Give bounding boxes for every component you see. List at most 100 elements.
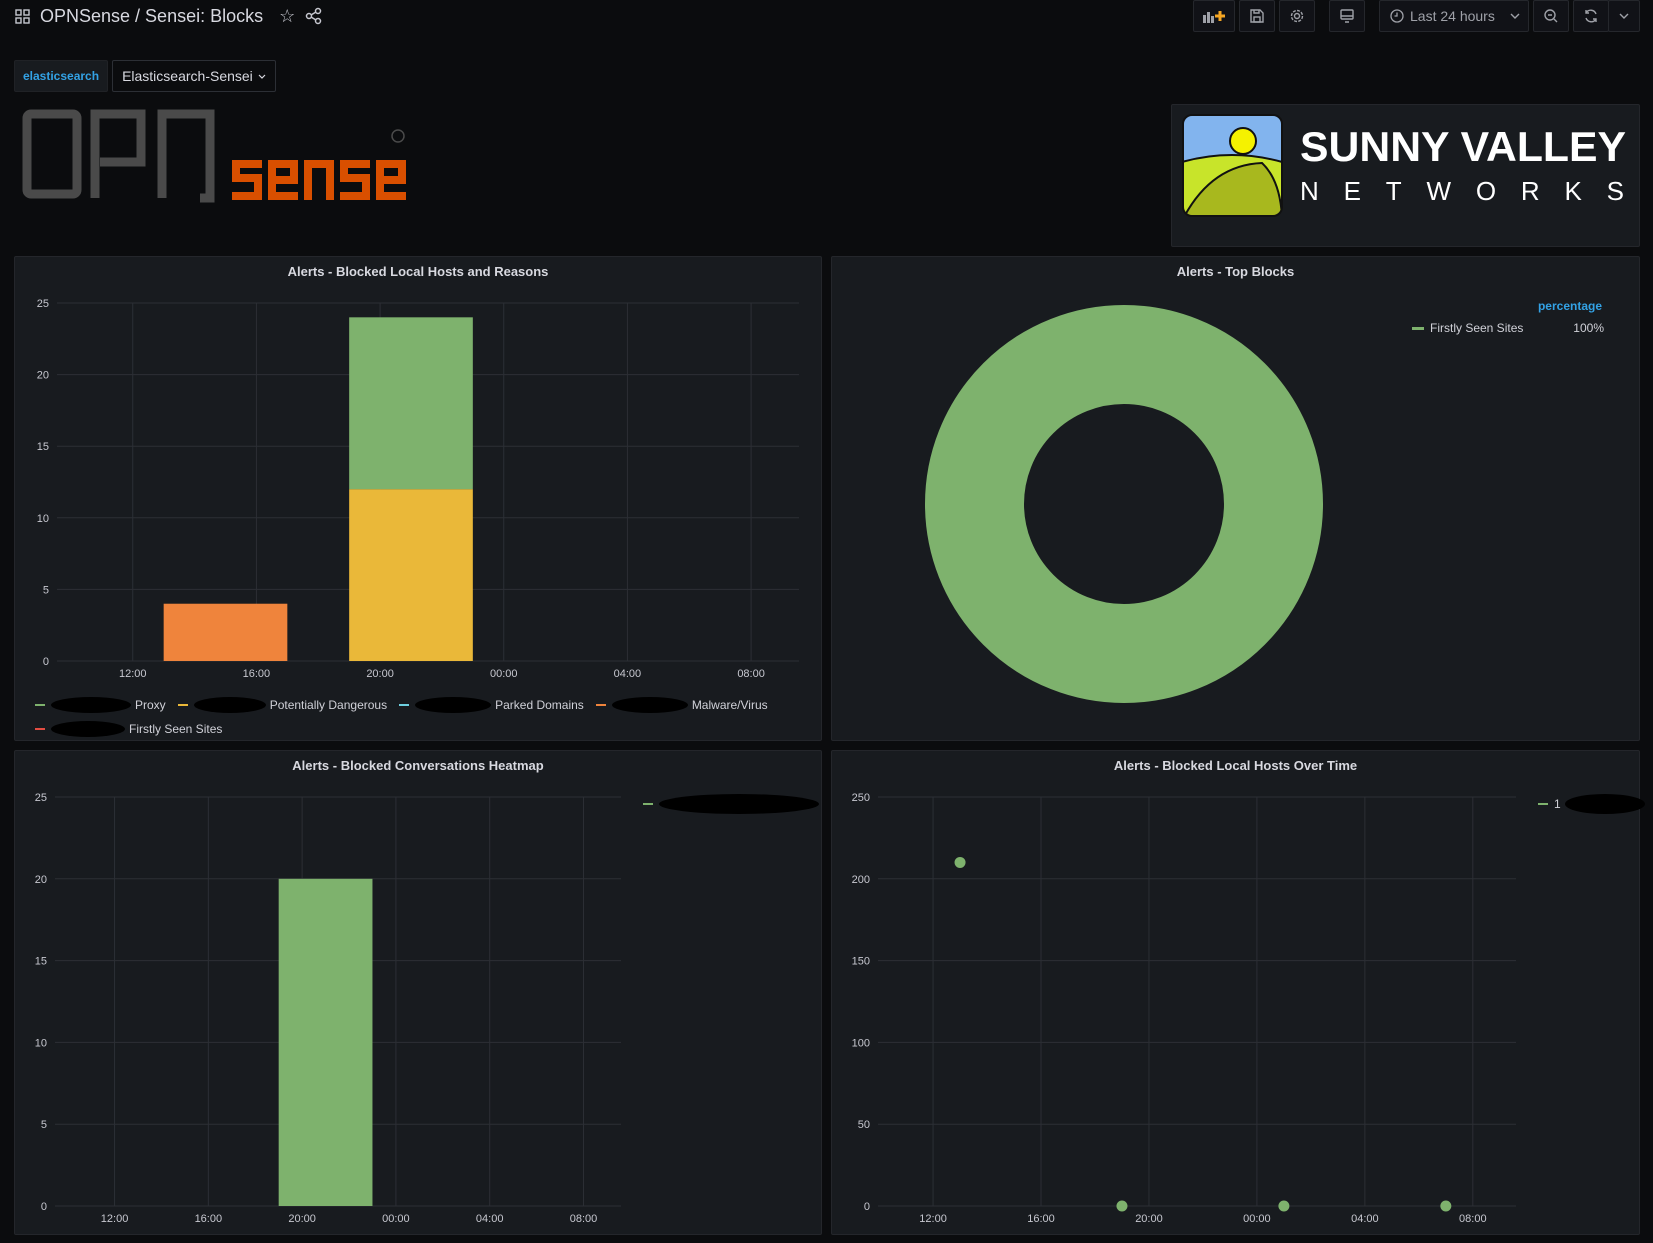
panel-hosts-over-time[interactable]: Alerts - Blocked Local Hosts Over Time 0… [831,750,1645,1235]
y-tick-label: 200 [852,874,870,886]
legend: Proxy Potentially Dangerous Parked Domai… [35,697,815,737]
bar-segment [349,489,473,661]
x-tick-label: 04:00 [476,1213,504,1225]
y-tick-label: 20 [35,874,47,886]
y-tick-label: 0 [41,1201,47,1213]
x-tick-label: 08:00 [570,1213,598,1225]
sunny-valley-logo: SUNNY VALLEY NETWORKS [1182,114,1626,217]
dashboard-grid-icon[interactable] [15,8,30,24]
x-tick-label: 20:00 [1135,1213,1163,1225]
zoom-out-button[interactable] [1533,0,1569,32]
legend-label: Parked Domains [495,698,584,712]
save-dashboard-button[interactable] [1239,0,1275,32]
y-tick-label: 20 [37,370,49,382]
y-tick-label: 15 [37,441,49,453]
data-point [1440,1200,1452,1212]
dashboard-title[interactable]: OPNSense / Sensei: Blocks [40,5,264,26]
y-tick-label: 150 [852,956,870,968]
y-tick-label: 10 [37,513,49,525]
time-range-picker[interactable]: Last 24 hours [1379,0,1529,32]
sunny-valley-title: SUNNY VALLEY [1300,123,1626,170]
tv-mode-button[interactable] [1329,0,1365,32]
y-tick-label: 5 [43,584,49,596]
panel-title: Alerts - Blocked Local Hosts Over Time [1113,758,1358,773]
x-tick-label: 20:00 [288,1213,316,1225]
data-point [1278,1200,1290,1212]
x-tick-label: 00:00 [490,668,518,680]
x-tick-label: 08:00 [737,668,765,680]
sunny-valley-logo-panel: SUNNY VALLEY NETWORKS [1171,104,1640,247]
chevron-down-icon [258,74,266,79]
variables-bar: elasticsearch Elasticsearch-Sensei [14,60,276,92]
x-tick-label: 12:00 [119,668,147,680]
heatmap-bar-chart: 0 5 10 15 20 25 12:00 16:00 20:00 00:00 04:00 08:00 [35,792,621,1225]
panel-top-blocks[interactable]: Alerts - Top Blocks percentage Firstly S… [831,256,1640,741]
panel-title: Alerts - Blocked Local Hosts and Reasons [287,264,549,279]
x-tick-label: 20:00 [366,668,394,680]
x-tick-label: 04:00 [614,668,642,680]
y-tick-label: 100 [852,1037,870,1049]
datasource-value: Elasticsearch-Sensei [122,68,253,84]
share-icon[interactable] [305,7,323,25]
refresh-interval-dropdown[interactable] [1608,0,1640,32]
legend-value: 100% [1573,321,1604,335]
bar-segment [278,878,373,1206]
legend-item-potentially-dangerous[interactable]: Potentially Dangerous [177,697,388,713]
legend-item-proxy[interactable]: Proxy [35,697,166,713]
header-bar: OPNSense / Sensei: Blocks ☆ [15,4,323,28]
y-tick-label: 25 [35,792,47,804]
add-panel-button[interactable] [1193,0,1235,32]
panel-title: Alerts - Blocked Conversations Heatmap [292,758,544,773]
datasource-variable-select[interactable]: Elasticsearch-Sensei [112,60,276,92]
stacked-bar-chart: 0 5 10 15 20 25 12:00 16:00 20:00 00:00 04:00 08:00 [37,298,799,680]
datasource-variable-label: elasticsearch [14,60,109,92]
y-tick-label: 25 [37,298,49,310]
x-tick-label: 16:00 [195,1213,223,1225]
settings-gear-button[interactable] [1279,0,1315,32]
bar-segment [349,317,473,490]
panel-blocked-hosts-reasons[interactable]: Alerts - Blocked Local Hosts and Reasons… [14,256,822,741]
y-tick-label: 5 [41,1119,47,1131]
time-range-label: Last 24 hours [1410,8,1495,24]
x-tick-label: 04:00 [1351,1213,1379,1225]
x-tick-label: 16:00 [1027,1213,1055,1225]
panel-title: Alerts - Top Blocks [1176,264,1295,279]
chevron-down-icon [1619,13,1629,19]
y-tick-label: 10 [35,1037,47,1049]
pie-slice [925,305,1323,703]
legend-label: Firstly Seen Sites [129,722,223,736]
y-tick-label: 15 [35,956,47,968]
legend-item-malware-virus[interactable]: Malware/Virus [595,697,768,713]
refresh-icon [1585,9,1597,23]
legend-item-firstly-seen-sites[interactable]: Firstly Seen Sites [35,721,222,737]
legend-header-percentage[interactable]: percentage [1537,299,1602,313]
clock-icon [1390,9,1404,23]
y-tick-label: 50 [858,1119,870,1131]
y-tick-label: 0 [43,656,49,668]
scatter-chart: 0 50 100 150 200 250 12:00 16:00 20:00 00:00 04:00… [852,792,1516,1225]
y-tick-label: 250 [852,792,870,804]
star-icon[interactable]: ☆ [279,6,296,26]
data-point [954,856,966,868]
gear-icon [1290,9,1304,23]
bar-segment [163,603,288,661]
legend-label: Firstly Seen Sites [1430,321,1524,335]
donut-chart [925,305,1323,703]
legend-label: Potentially Dangerous [269,698,388,712]
x-tick-label: 00:00 [1243,1213,1271,1225]
data-point [1116,1200,1128,1212]
refresh-button[interactable] [1573,0,1609,32]
legend-label: Malware/Virus [691,698,768,712]
sunny-valley-subtitle: NETWORKS [1300,176,1624,206]
x-tick-label: 12:00 [101,1213,129,1225]
x-tick-label: 16:00 [243,668,271,680]
x-tick-label: 00:00 [382,1213,410,1225]
x-tick-label: 08:00 [1459,1213,1487,1225]
legend-item-firstly-seen-sites[interactable]: Firstly Seen Sites 100% [1412,321,1604,335]
legend-item-parked-domains[interactable]: Parked Domains [399,697,584,713]
y-tick-label: 0 [864,1201,870,1213]
panel-conversations-heatmap[interactable]: Alerts - Blocked Conversations Heatmap 0… [14,750,822,1235]
legend-item-redacted[interactable] [643,794,823,814]
legend-item-1[interactable]: 1 [1538,794,1649,814]
chevron-down-icon [1510,13,1520,19]
